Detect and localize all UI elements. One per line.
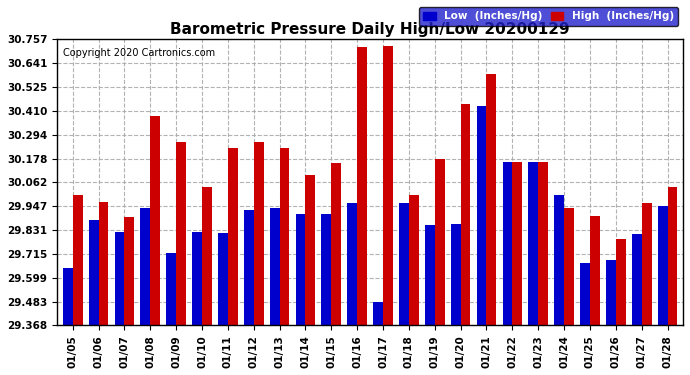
Bar bbox=[193, 232, 202, 326]
Bar bbox=[63, 268, 72, 326]
Bar bbox=[642, 204, 651, 326]
Text: Copyright 2020 Cartronics.com: Copyright 2020 Cartronics.com bbox=[63, 48, 215, 58]
Bar bbox=[72, 195, 83, 326]
Bar bbox=[331, 163, 341, 326]
Bar bbox=[306, 175, 315, 326]
Bar bbox=[244, 210, 254, 326]
Bar bbox=[435, 159, 444, 326]
Bar bbox=[89, 220, 99, 326]
Bar bbox=[373, 302, 383, 326]
Bar bbox=[477, 106, 486, 326]
Bar bbox=[383, 46, 393, 326]
Bar bbox=[486, 74, 496, 326]
Bar bbox=[228, 148, 237, 326]
Bar bbox=[99, 202, 108, 326]
Bar bbox=[461, 104, 471, 326]
Bar bbox=[513, 162, 522, 326]
Bar bbox=[150, 116, 160, 326]
Bar bbox=[580, 263, 590, 326]
Bar bbox=[606, 260, 615, 326]
Bar bbox=[115, 232, 124, 326]
Bar bbox=[529, 162, 538, 326]
Bar bbox=[254, 142, 264, 326]
Bar bbox=[279, 148, 289, 326]
Bar bbox=[270, 208, 279, 326]
Bar bbox=[538, 162, 548, 326]
Bar bbox=[218, 233, 228, 326]
Bar bbox=[202, 187, 212, 326]
Title: Barometric Pressure Daily High/Low 20200129: Barometric Pressure Daily High/Low 20200… bbox=[170, 22, 570, 37]
Bar bbox=[322, 214, 331, 326]
Bar bbox=[347, 204, 357, 326]
Bar bbox=[295, 214, 306, 326]
Bar bbox=[502, 162, 513, 326]
Bar bbox=[176, 142, 186, 326]
Bar bbox=[615, 238, 626, 326]
Bar bbox=[658, 206, 667, 326]
Bar bbox=[166, 254, 176, 326]
Bar bbox=[564, 208, 574, 326]
Bar bbox=[357, 47, 367, 326]
Bar bbox=[425, 225, 435, 326]
Bar bbox=[554, 195, 564, 326]
Bar bbox=[451, 224, 461, 326]
Bar bbox=[409, 195, 419, 326]
Legend: Low  (Inches/Hg), High  (Inches/Hg): Low (Inches/Hg), High (Inches/Hg) bbox=[419, 7, 678, 26]
Bar bbox=[632, 234, 642, 326]
Bar bbox=[399, 204, 409, 326]
Bar bbox=[124, 217, 135, 326]
Bar bbox=[141, 208, 150, 326]
Bar bbox=[590, 216, 600, 326]
Bar bbox=[667, 187, 678, 326]
